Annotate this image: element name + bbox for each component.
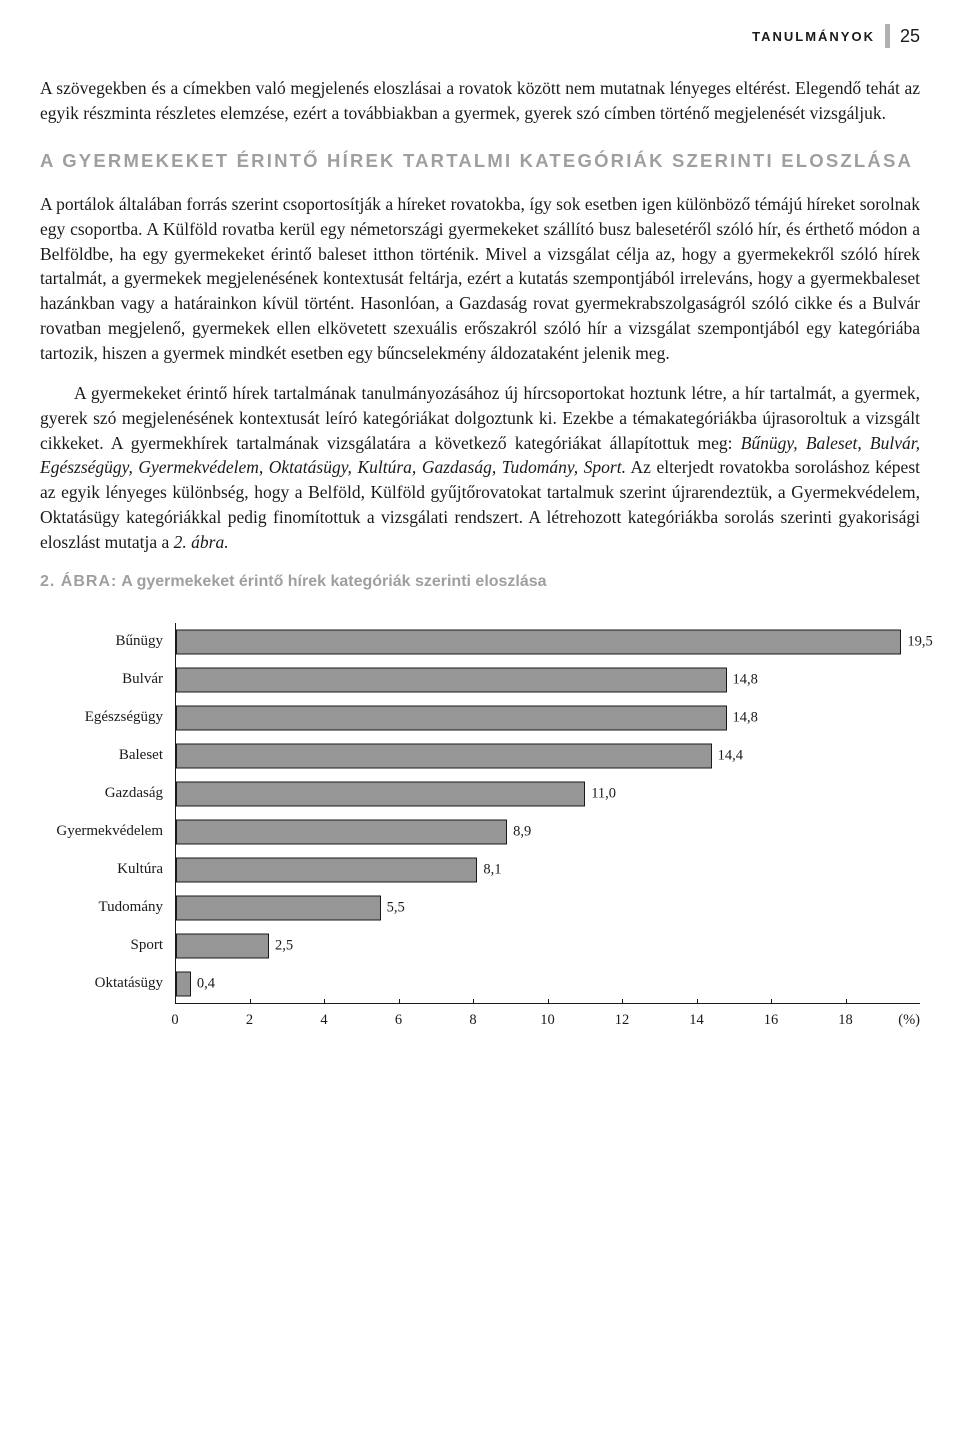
chart-plot-area: 11,0 (175, 775, 920, 813)
chart-bar (176, 933, 269, 958)
chart-plot-area: 5,5 (175, 889, 920, 927)
chart-plot-area: 8,1 (175, 851, 920, 889)
chart-category-label: Kultúra (40, 861, 175, 878)
chart-row: Bulvár 14,8 (40, 661, 920, 699)
chart-tick-label: 16 (764, 1012, 779, 1029)
figure-caption-text: A gyermekeket érintő hírek kategóriák sz… (117, 573, 546, 590)
body-paragraph-1: A portálok általában forrás szerint csop… (40, 192, 920, 366)
chart-tick (548, 999, 549, 1004)
chart-bar (176, 781, 585, 806)
chart-value-label: 11,0 (591, 785, 616, 802)
chart-value-label: 14,4 (718, 747, 743, 764)
chart-tick-label: 14 (689, 1012, 704, 1029)
chart-value-label: 8,1 (483, 861, 501, 878)
chart-unit-label: (%) (898, 1012, 920, 1029)
chart-value-label: 8,9 (513, 823, 531, 840)
chart-tick-label: 18 (838, 1012, 853, 1029)
chart-value-label: 14,8 (733, 709, 758, 726)
chart-plot-area: 14,4 (175, 737, 920, 775)
chart-row: Gyermekvédelem 8,9 (40, 813, 920, 851)
chart-bar (176, 705, 727, 730)
chart-plot-area: 0,4 (175, 965, 920, 1003)
chart-tick (846, 999, 847, 1004)
chart-row: Sport 2,5 (40, 927, 920, 965)
chart-row: Oktatásügy 0,4 (40, 965, 920, 1003)
figure-caption: 2. ÁBRA: A gyermekeket érintő hírek kate… (40, 573, 920, 591)
chart-category-label: Baleset (40, 747, 175, 764)
chart-tick (324, 999, 325, 1004)
chart-category-label: Bűnügy (40, 633, 175, 650)
chart-bar (176, 743, 712, 768)
chart-value-label: 19,5 (907, 633, 932, 650)
chart-tick-label: 4 (320, 1012, 327, 1029)
chart-bar (176, 857, 477, 882)
chart-tick (771, 999, 772, 1004)
chart-value-label: 2,5 (275, 937, 293, 954)
chart-value-label: 5,5 (387, 899, 405, 916)
chart-plot-area: 19,5 (175, 623, 920, 661)
chart-tick (622, 999, 623, 1004)
chart-bar (176, 971, 191, 996)
chart-tick-label: 12 (615, 1012, 630, 1029)
chart-category-label: Gazdaság (40, 785, 175, 802)
chart-row: Kultúra 8,1 (40, 851, 920, 889)
header-divider (885, 24, 890, 48)
chart-tick (399, 999, 400, 1004)
bar-chart: Bűnügy19,5Bulvár14,8Egészségügy14,8Bales… (40, 623, 920, 1039)
chart-value-label: 0,4 (197, 975, 215, 992)
chart-x-axis: 0 2 4 6 8 10 12 14 16 18 (%) (40, 1003, 920, 1039)
intro-paragraph: A szövegekben és a címekben való megjele… (40, 76, 920, 126)
chart-plot-area: 2,5 (175, 927, 920, 965)
chart-plot-area: 14,8 (175, 661, 920, 699)
chart-category-label: Gyermekvédelem (40, 823, 175, 840)
chart-category-label: Bulvár (40, 671, 175, 688)
chart-row: Bűnügy19,5 (40, 623, 920, 661)
page-header: TANULMÁNYOK 25 (40, 24, 920, 48)
chart-tick-label: 0 (171, 1012, 178, 1029)
chart-tick-label: 2 (246, 1012, 253, 1029)
figure-caption-number: 2. ÁBRA: (40, 573, 117, 590)
section-title: A GYERMEKEKET ÉRINTŐ HÍREK TARTALMI KATE… (40, 148, 920, 174)
chart-row: Baleset 14,4 (40, 737, 920, 775)
chart-tick (697, 999, 698, 1004)
chart-tick-label: 6 (395, 1012, 402, 1029)
chart-category-label: Sport (40, 937, 175, 954)
chart-value-label: 14,8 (733, 671, 758, 688)
chart-bar (176, 895, 381, 920)
chart-category-label: Egészségügy (40, 709, 175, 726)
chart-plot-area: 8,9 (175, 813, 920, 851)
chart-bar (176, 667, 727, 692)
header-section-label: TANULMÁNYOK (752, 29, 875, 44)
chart-row: Gazdaság 11,0 (40, 775, 920, 813)
body-p2-figref-italic: 2. ábra. (174, 532, 229, 552)
chart-row: Egészségügy 14,8 (40, 699, 920, 737)
chart-bar (176, 819, 507, 844)
chart-tick (250, 999, 251, 1004)
chart-bar (176, 629, 901, 654)
chart-tick-label: 10 (540, 1012, 555, 1029)
header-page-number: 25 (900, 26, 920, 47)
chart-plot-area: 14,8 (175, 699, 920, 737)
chart-tick (473, 999, 474, 1004)
chart-tick-label: 8 (469, 1012, 476, 1029)
chart-category-label: Tudomány (40, 899, 175, 916)
body-paragraph-2: A gyermekeket érintő hírek tartalmának t… (40, 381, 920, 555)
chart-category-label: Oktatásügy (40, 975, 175, 992)
chart-axis-line: 024681012141618(%) (175, 1003, 920, 1039)
chart-row: Tudomány 5,5 (40, 889, 920, 927)
chart-tick (175, 999, 176, 1004)
